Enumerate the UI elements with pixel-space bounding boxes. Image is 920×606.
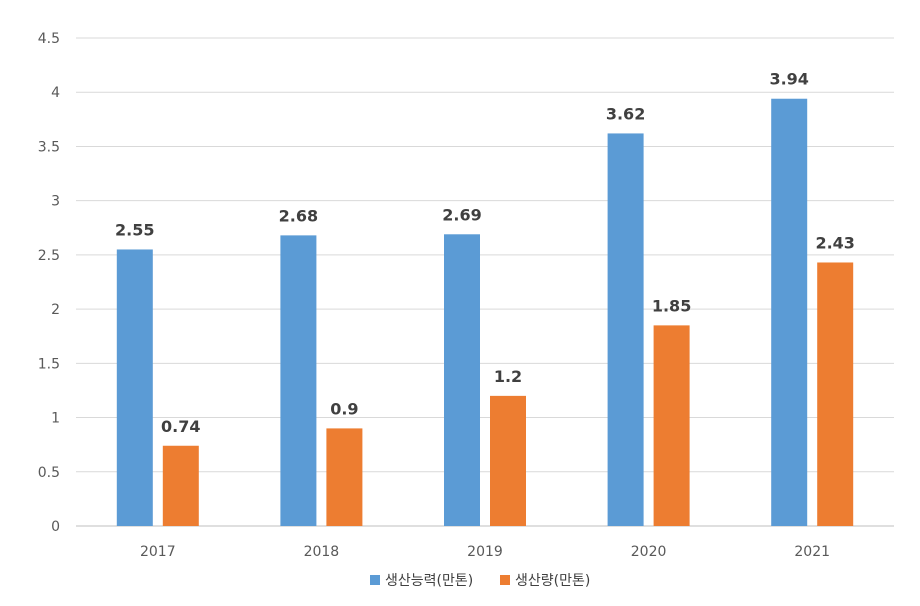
y-tick-label: 0.5 bbox=[38, 465, 60, 481]
bar-생산량(만톤)-2018 bbox=[326, 428, 363, 526]
bar-생산량(만톤)-2021 bbox=[817, 262, 854, 526]
bar-생산량(만톤)-2019 bbox=[490, 395, 526, 526]
y-tick-label: 2.5 bbox=[38, 248, 60, 264]
bar-생산능력(만톤)-2019 bbox=[444, 234, 480, 527]
bar-생산량(만톤)-2020 bbox=[653, 325, 690, 526]
data-label: 2.55 bbox=[115, 220, 154, 239]
y-tick-label: 1.5 bbox=[38, 356, 60, 372]
data-label: 2.69 bbox=[442, 205, 481, 224]
data-label: 2.43 bbox=[815, 233, 854, 252]
x-tick-label: 2019 bbox=[467, 544, 503, 560]
y-tick-label: 3.5 bbox=[38, 139, 60, 155]
legend-label: 생산능력(만톤) bbox=[385, 573, 473, 589]
bars bbox=[116, 98, 854, 527]
data-labels: 2.55 0.74 2.68 0.9 2.69 1.2 3.62 1.85 3.94 2.43 bbox=[115, 70, 855, 436]
y-tick-label: 2 bbox=[51, 302, 60, 318]
bar-생산량(만톤)-2017 bbox=[162, 445, 199, 526]
data-label: 3.94 bbox=[769, 70, 808, 89]
data-label: 1.85 bbox=[652, 296, 691, 315]
bar-생산능력(만톤)-2018 bbox=[280, 235, 317, 526]
x-tick-label: 2020 bbox=[631, 544, 667, 560]
x-axis-ticks: 2017 2018 2019 2020 2021 bbox=[140, 544, 830, 560]
data-label: 3.62 bbox=[606, 104, 645, 123]
data-label: 0.9 bbox=[330, 399, 358, 418]
legend-label: 생산량(만톤) bbox=[515, 573, 590, 589]
bar-생산능력(만톤)-2017 bbox=[116, 249, 153, 526]
data-label: 1.2 bbox=[494, 367, 522, 386]
x-tick-label: 2017 bbox=[140, 544, 176, 560]
data-label: 2.68 bbox=[279, 206, 318, 225]
y-tick-label: 1 bbox=[51, 411, 60, 427]
gridlines bbox=[76, 37, 894, 527]
x-tick-label: 2018 bbox=[304, 544, 340, 560]
bar-생산능력(만톤)-2020 bbox=[607, 133, 644, 527]
y-tick-label: 0 bbox=[51, 519, 60, 535]
y-tick-label: 3 bbox=[51, 194, 60, 210]
y-tick-label: 4.5 bbox=[38, 31, 60, 47]
legend: 생산능력(만톤) 생산량(만톤) bbox=[370, 573, 590, 589]
bar-생산능력(만톤)-2021 bbox=[771, 98, 808, 527]
legend-swatch bbox=[500, 575, 510, 585]
data-label: 0.74 bbox=[161, 417, 200, 436]
y-axis-ticks: 0 0.5 1 1.5 2 2.5 3 3.5 4 4.5 bbox=[38, 31, 60, 535]
x-tick-label: 2021 bbox=[794, 544, 830, 560]
legend-swatch bbox=[370, 575, 380, 585]
y-tick-label: 4 bbox=[51, 85, 60, 101]
